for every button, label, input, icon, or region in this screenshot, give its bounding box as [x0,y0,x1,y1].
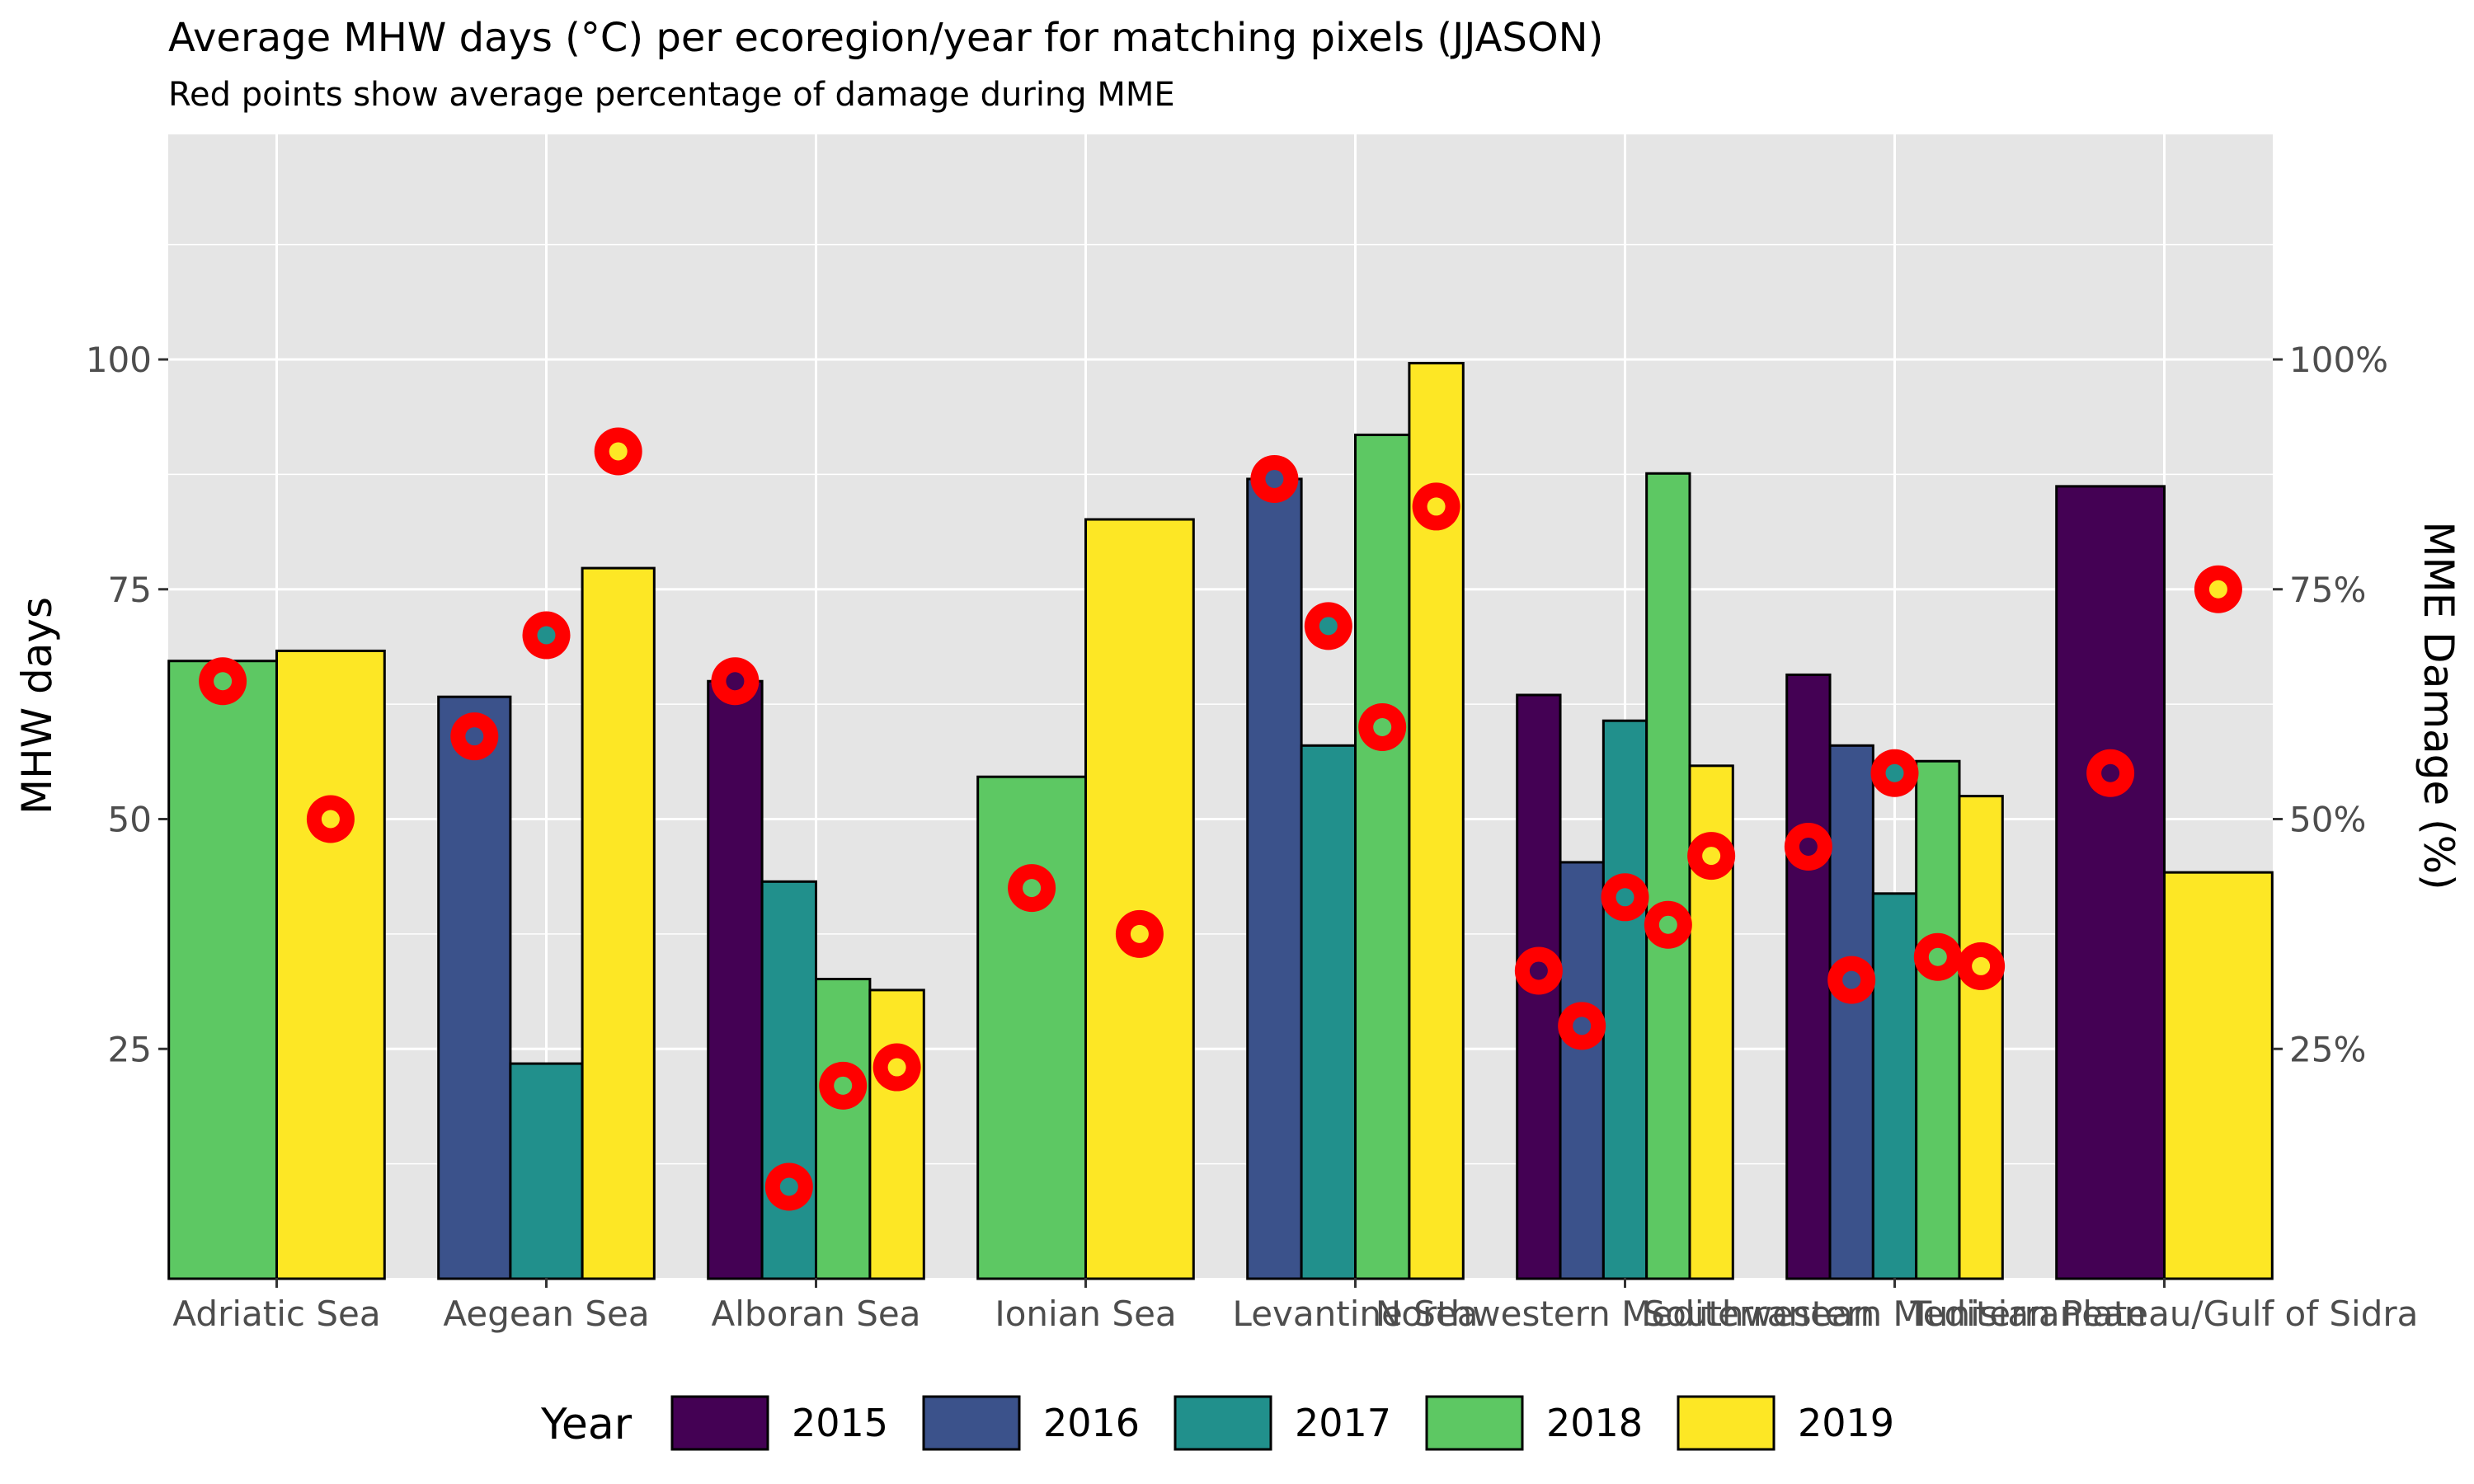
y-tick-label: 100 [86,340,152,380]
damage-point-2015 [726,672,745,691]
damage-point-2016 [465,727,484,746]
bar-2018 [167,660,278,1280]
damage-points [199,427,2242,1211]
damage-point-2017 [1319,617,1338,636]
bar-2016 [1828,744,1874,1280]
chart-subtitle: Red points show average percentage of da… [168,76,1175,114]
legend-swatch-2019 [1677,1395,1776,1451]
damage-point-2018 [1658,915,1677,934]
damage-point-2015 [1529,961,1548,980]
x-tick-label: Southwestern Mediterranean [1643,1294,2146,1334]
legend-label: 2017 [1295,1401,1391,1445]
bar-2015 [1785,673,1832,1280]
legend-swatch-2016 [922,1395,1021,1451]
bar-2016 [1246,477,1303,1280]
bar-2019 [275,649,386,1280]
damage-point-2018 [214,672,233,691]
bar-2017 [760,880,817,1280]
damage-point-2019 [1702,847,1721,866]
bar-2019 [1958,795,2004,1280]
damage-point-2019 [887,1058,906,1077]
x-tick-label: Alboran Sea [712,1294,921,1334]
damage-point-2017 [537,626,556,645]
bar-2018 [1915,759,1961,1280]
bar-2018 [1354,433,1411,1280]
damage-point-2016 [1265,469,1284,488]
legend-label: 2015 [792,1401,888,1445]
damage-point-2019 [1427,497,1446,516]
legend-label: 2018 [1546,1401,1643,1445]
x-axis-ticks: Adriatic Sea Aegean Sea Alboran Sea Ionian … [172,1278,2418,1334]
y-axis-ticks: 25 50 75 100 [86,340,168,1069]
legend-label: 2016 [1043,1401,1140,1445]
y-axis-title: MHW days [13,597,61,815]
bar-2018 [1645,472,1691,1280]
legend-swatch-2018 [1425,1395,1524,1451]
damage-point-2019 [2208,580,2227,599]
y-tick-label: 75 [108,570,152,610]
bar-2017 [509,1062,584,1280]
bar-2019 [2163,871,2274,1280]
damage-point-2015 [1799,837,1818,856]
bar-2016 [437,695,512,1280]
y-tick-label: 50 [108,800,152,840]
damage-point-2016 [1842,970,1861,989]
damage-point-2017 [1616,888,1634,907]
bar-2018 [815,978,872,1280]
damage-point-2019 [321,810,340,829]
damage-point-2018 [1928,947,1947,966]
damage-point-2018 [1373,718,1392,736]
y2-tick-label: 50% [2289,800,2366,840]
damage-point-2019 [1972,956,1991,975]
bar-2019 [1084,518,1195,1280]
legend-title: Year [540,1400,633,1449]
bars [167,361,2274,1280]
bar-2019 [581,566,656,1280]
y2-tick-label: 100% [2289,340,2388,380]
chart-title: Average MHW days (°C) per ecoregion/year… [168,15,1603,61]
legend: Year 2015 2016 2017 2018 2019 [540,1395,1894,1451]
damage-point-2019 [1130,924,1149,943]
bar-2015 [707,679,764,1280]
x-tick-label: Aegean Sea [443,1294,649,1334]
x-tick-label: Adriatic Sea [172,1294,380,1334]
x-tick-label: Tunisian Plateau/Gulf of Sidra [1910,1294,2419,1334]
x-tick-label: Northwestern Mediterranean [1376,1294,1874,1334]
y2-axis-ticks: 25% 50% 75% 100% [2273,340,2388,1069]
damage-point-2018 [834,1076,853,1095]
bar-2017 [1871,892,1918,1280]
x-tick-label: Levantine Sea [1233,1294,1479,1334]
damage-point-2018 [1023,879,1042,898]
bar-2019 [868,989,925,1280]
x-tick-label: Ionian Sea [995,1294,1176,1334]
damage-point-2017 [1885,763,1904,782]
bar-2015 [2055,485,2166,1280]
y2-axis-title: MME Damage (%) [2415,521,2462,890]
y2-tick-label: 25% [2289,1029,2366,1069]
bar-2018 [976,775,1087,1280]
bar-2016 [1559,861,1605,1280]
bar-2017 [1602,719,1649,1280]
bar-2017 [1300,744,1357,1280]
legend-swatch-2015 [670,1395,769,1451]
damage-point-2017 [779,1177,798,1196]
y2-tick-label: 75% [2289,570,2366,610]
damage-point-2016 [1573,1017,1592,1036]
legend-label: 2019 [1798,1401,1894,1445]
y-tick-label: 25 [108,1029,152,1069]
legend-swatch-2017 [1174,1395,1272,1451]
damage-point-2015 [2101,763,2120,782]
damage-point-2019 [609,442,628,461]
